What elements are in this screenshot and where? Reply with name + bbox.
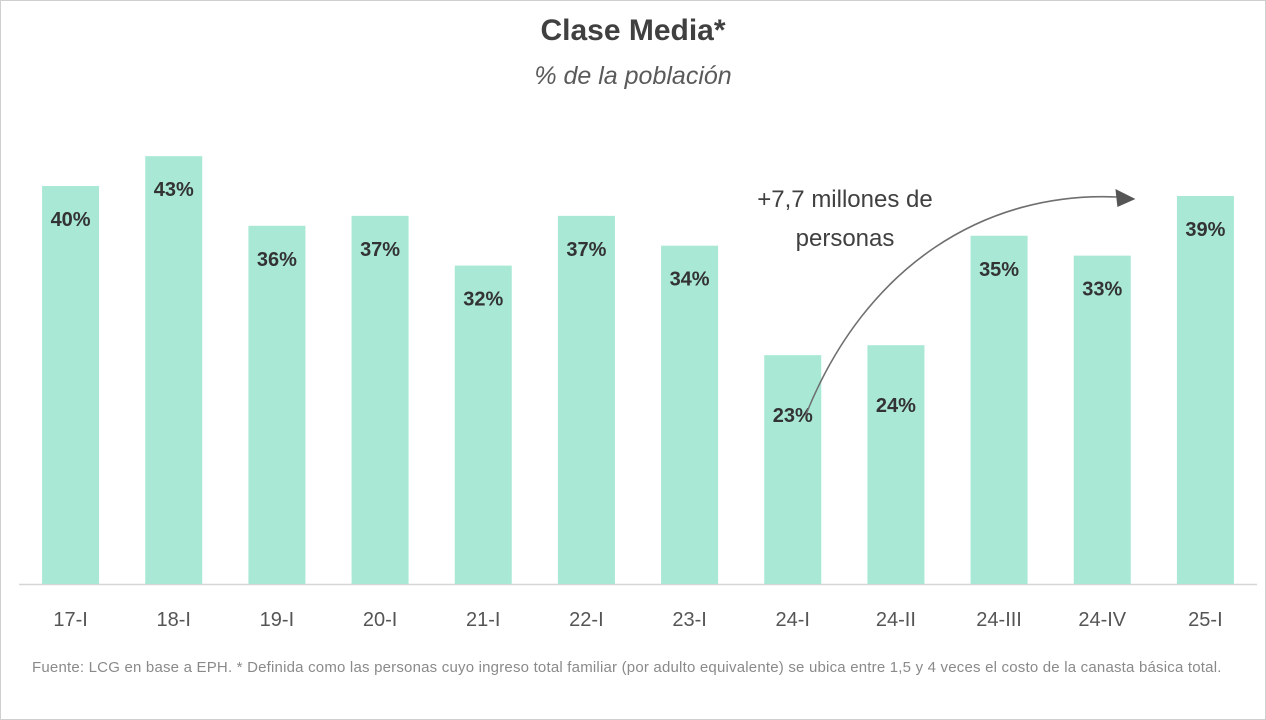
tick-label-25-I: 25-I — [1188, 609, 1222, 631]
bar-24-II — [867, 345, 925, 584]
data-label-24-I: 23% — [773, 405, 813, 427]
data-label-19-I: 36% — [257, 249, 297, 271]
annotation-arrowhead — [1115, 189, 1136, 207]
bar-20-I — [351, 215, 409, 584]
annotation-arrow — [805, 195, 1118, 416]
data-label-20-I: 37% — [360, 239, 400, 261]
bar-17-I — [42, 186, 100, 584]
bar-22-I — [557, 215, 615, 584]
tick-label-20-I: 20-I — [363, 609, 397, 631]
bar-24-IV — [1073, 255, 1131, 584]
bar-chart: 40% 17-I 43% 18-I 36% 19-I 37% 20-I 32% 21-I 37% 22… — [19, 156, 1257, 631]
tick-label-19-I: 19-I — [260, 609, 294, 631]
bar-23-I — [661, 245, 719, 584]
chart-title: Clase Media* — [540, 14, 726, 47]
data-label-21-I: 32% — [463, 289, 503, 311]
tick-label-23-I: 23-I — [672, 609, 706, 631]
data-label-22-I: 37% — [566, 239, 606, 261]
tick-label-24-III: 24-III — [976, 609, 1022, 631]
data-label-17-I: 40% — [51, 209, 91, 231]
data-label-24-III: 35% — [979, 259, 1019, 281]
bar-18-I — [145, 156, 203, 584]
data-label-24-II: 24% — [876, 395, 916, 417]
bar-24-III — [970, 235, 1028, 584]
bar-24-I — [764, 355, 822, 584]
tick-label-24-II: 24-II — [876, 609, 916, 631]
annotation-text-line-1: +7,7 millones de — [757, 186, 932, 213]
tick-label-22-I: 22-I — [569, 609, 603, 631]
tick-label-21-I: 21-I — [466, 609, 500, 631]
tick-label-24-IV: 24-IV — [1078, 609, 1126, 631]
tick-label-18-I: 18-I — [157, 609, 191, 631]
data-label-24-IV: 33% — [1082, 279, 1122, 301]
tick-label-17-I: 17-I — [53, 609, 87, 631]
bar-25-I — [1176, 195, 1234, 584]
footnote: Fuente: LCG en base a EPH. * Definida co… — [32, 659, 1222, 676]
annotation-text-line-2: personas — [796, 225, 895, 252]
data-label-18-I: 43% — [154, 179, 194, 201]
data-label-25-I: 39% — [1185, 219, 1225, 241]
chart-subtitle: % de la población — [534, 62, 732, 90]
bar-19-I — [248, 225, 306, 585]
tick-label-24-I: 24-I — [776, 609, 810, 631]
data-label-23-I: 34% — [670, 269, 710, 291]
bar-21-I — [454, 265, 512, 584]
